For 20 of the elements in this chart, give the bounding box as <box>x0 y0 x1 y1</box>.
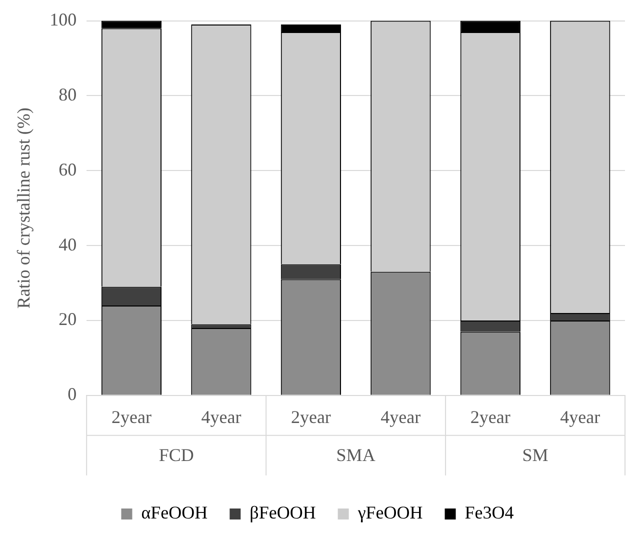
x-tick-label: 2year <box>290 406 331 427</box>
y-tick-label: 0 <box>68 384 77 404</box>
x-tick-label: 2year <box>470 406 510 427</box>
legend-label: γFeOOH <box>356 502 423 523</box>
y-tick-label: 100 <box>50 10 77 30</box>
x-tick-label: 4year <box>560 406 600 427</box>
x-tick-label: 4year <box>201 406 242 427</box>
x-tick-label: 2year <box>111 406 152 427</box>
x-tick-label: 4year <box>380 406 421 427</box>
text: SMA <box>336 445 376 466</box>
text: SM <box>522 445 548 466</box>
y-tick-label: 40 <box>58 234 77 254</box>
y-tick-label: 20 <box>58 309 77 330</box>
legend-label: βFeOOH <box>250 502 316 523</box>
y-axis-title: Ratio of crystalline rust (%) <box>14 108 34 309</box>
y-tick-label: 60 <box>58 159 77 180</box>
legend-label: Fe3O4 <box>464 502 514 523</box>
text: FCD <box>158 445 194 466</box>
y-tick-label: 80 <box>58 84 77 104</box>
legend-label: αFeOOH <box>141 502 208 523</box>
